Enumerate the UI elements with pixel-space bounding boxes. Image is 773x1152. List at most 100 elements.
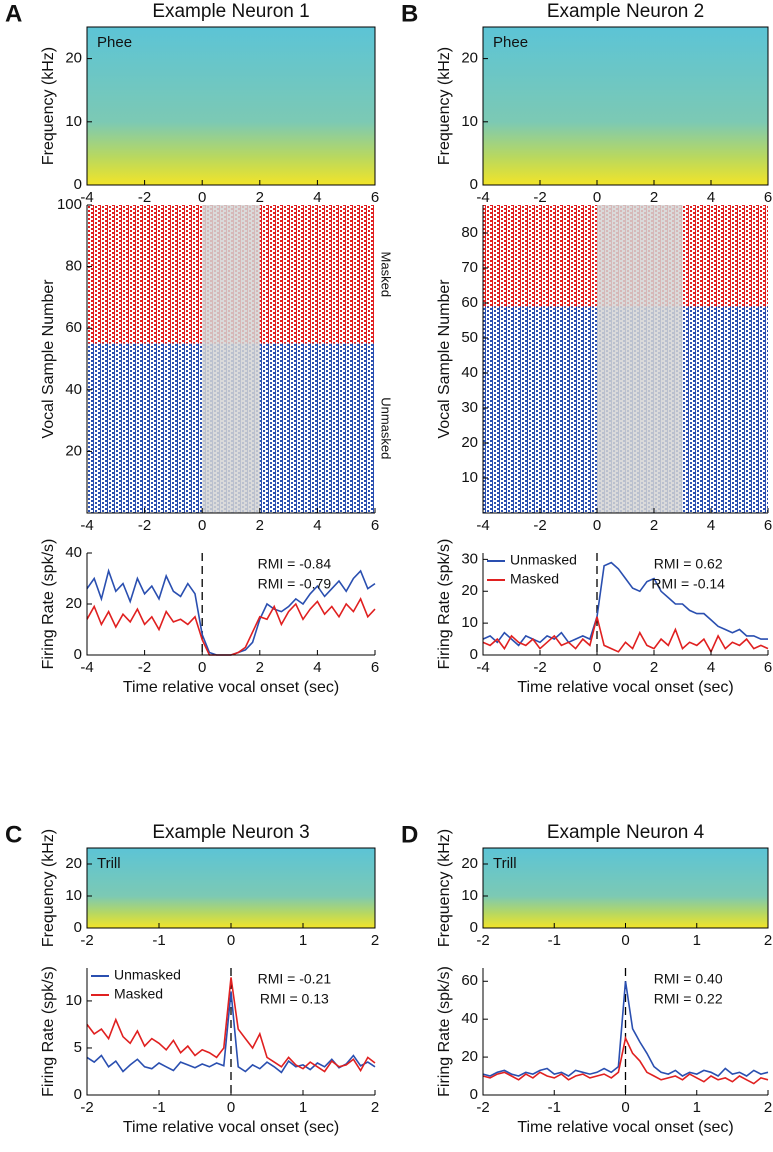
rmi-label: RMI = 0.22: [654, 991, 723, 1007]
y-tick-label: 80: [65, 258, 82, 275]
y-tick-label: 10: [65, 113, 82, 130]
panel-label: D: [401, 821, 418, 848]
x-tick-label: -2: [138, 517, 151, 534]
y-tick-label: 40: [65, 381, 82, 398]
x-tick-label: -2: [138, 189, 151, 206]
x-tick-label: -2: [533, 659, 546, 676]
rmi-label: RMI = 0.62: [654, 556, 723, 572]
y-tick-label: 50: [461, 329, 478, 346]
y-tick-label: 0: [74, 1086, 82, 1103]
y-axis-label: Frequency (kHz): [436, 829, 453, 947]
panel-label: A: [5, 0, 22, 27]
x-tick-label: 0: [593, 517, 601, 534]
y-tick-label: 0: [74, 176, 82, 193]
legend-label: Unmasked: [114, 967, 181, 983]
y-axis-label: Vocal Sample Number: [40, 279, 57, 439]
y-axis-label: Frequency (kHz): [436, 47, 453, 165]
x-tick-label: 4: [707, 659, 715, 676]
y-tick-label: 0: [470, 176, 478, 193]
x-tick-label: 1: [299, 1099, 307, 1116]
y-tick-label: 20: [461, 582, 478, 599]
rmi-label: RMI = -0.14: [651, 576, 725, 592]
y-tick-label: 70: [461, 259, 478, 276]
x-tick-label: 2: [256, 659, 264, 676]
panel-line: RMI = -0.84 RMI = -0.79 -4 -2 0 2 4 6 0 20 40 Firin…: [40, 539, 379, 697]
y-tick-label: 100: [57, 196, 82, 213]
x-tick-label: -2: [533, 517, 546, 534]
x-tick-label: 4: [313, 189, 321, 206]
y-tick-label: 10: [65, 887, 82, 904]
x-tick-label: -4: [80, 517, 93, 534]
y-tick-label: 20: [65, 855, 82, 872]
x-tick-label: 4: [313, 659, 321, 676]
x-tick-label: -4: [80, 189, 93, 206]
x-tick-label: 0: [593, 659, 601, 676]
x-tick-label: -2: [80, 1099, 93, 1116]
y-tick-label: 0: [74, 646, 82, 663]
x-tick-label: 0: [593, 189, 601, 206]
rate-line: [86, 977, 376, 1073]
spectrogram: [87, 848, 375, 928]
x-tick-label: 4: [707, 189, 715, 206]
x-tick-label: 2: [256, 517, 264, 534]
y-tick-label: 0: [74, 919, 82, 936]
rate-line: [482, 1035, 769, 1085]
y-axis-label: Firing Rate (spk/s): [436, 966, 453, 1097]
x-tick-label: -1: [152, 932, 165, 949]
x-tick-label: -4: [476, 517, 489, 534]
panel-line: RMI = 0.62 Unmasked RMI = -0.14 Masked -4 -2 0…: [436, 539, 772, 697]
axes: [482, 553, 768, 656]
y-tick-label: 60: [65, 319, 82, 336]
y-tick-label: 60: [461, 294, 478, 311]
rmi-label: RMI = 0.13: [260, 991, 329, 1007]
call-label: Trill: [97, 855, 121, 872]
y-tick-label: 20: [461, 50, 478, 67]
x-tick-label: 1: [693, 932, 701, 949]
chart-title: Example Neuron 1: [152, 1, 309, 22]
x-tick-label: 2: [256, 189, 264, 206]
y-tick-label: 0: [470, 919, 478, 936]
y-tick-label: 20: [461, 434, 478, 451]
panel-raster: Masked Unmasked -4 -2 0 2 4 6 20 40 60 80 100 Vocal S…: [40, 196, 393, 534]
y-tick-label: 30: [461, 550, 478, 567]
x-axis-label: Time relative vocal onset (sec): [517, 679, 733, 696]
call-label: Trill: [493, 855, 517, 872]
spectrogram: [87, 27, 375, 185]
chart-title: Example Neuron 2: [547, 1, 704, 22]
y-tick-label: 60: [461, 972, 478, 989]
chart-title: Example Neuron 3: [152, 822, 309, 843]
rate-line: [86, 991, 376, 1074]
y-tick-label: 10: [461, 113, 478, 130]
x-tick-label: -2: [476, 932, 489, 949]
panel-spectrogram: Example Neuron 1 A Phee -4 -2 0 2 4 6 0 10 20 Freque…: [5, 0, 379, 206]
x-tick-label: 0: [198, 189, 206, 206]
raster-label: Masked: [379, 252, 394, 298]
x-tick-label: -1: [548, 932, 561, 949]
y-tick-label: 30: [461, 399, 478, 416]
x-tick-label: 2: [650, 659, 658, 676]
y-axis-label: Firing Rate (spk/s): [40, 966, 57, 1097]
rate-line: [482, 561, 768, 647]
y-tick-label: 80: [461, 224, 478, 241]
y-tick-label: 40: [461, 1010, 478, 1027]
x-tick-label: 6: [371, 659, 379, 676]
x-tick-label: 4: [707, 517, 715, 534]
rate-line: [86, 568, 376, 656]
rate-line: [482, 616, 769, 654]
legend-label: Masked: [114, 986, 163, 1002]
x-tick-label: 0: [621, 932, 629, 949]
x-tick-label: 0: [227, 932, 235, 949]
panel-line: RMI = -0.21 Unmasked RMI = 0.13 Masked -2 -1 0…: [40, 966, 379, 1136]
y-tick-label: 20: [65, 50, 82, 67]
x-axis-label: Time relative vocal onset (sec): [123, 679, 339, 696]
y-axis-label: Firing Rate (spk/s): [40, 539, 57, 670]
chart-title: Example Neuron 4: [547, 822, 705, 843]
x-tick-label: -2: [138, 659, 151, 676]
y-tick-label: 0: [470, 1086, 478, 1103]
rate-line: [482, 981, 769, 1077]
y-tick-label: 40: [65, 544, 82, 561]
y-tick-label: 5: [74, 1039, 82, 1056]
